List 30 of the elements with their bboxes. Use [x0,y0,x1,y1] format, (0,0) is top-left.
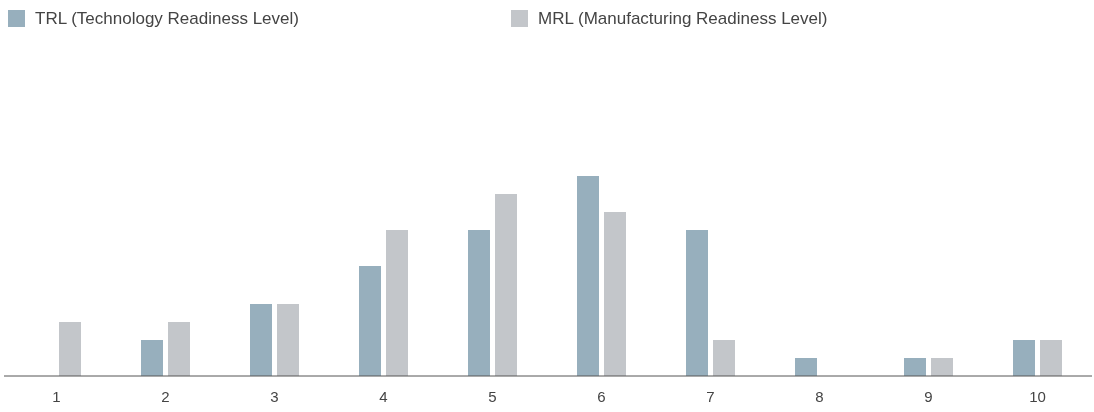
bar [359,266,381,376]
x-tick-label: 9 [924,388,933,405]
x-tick-label: 6 [597,388,606,405]
x-tick-label: 10 [1029,388,1046,405]
bar [931,358,953,376]
legend-label: MRL (Manufacturing Readiness Level) [538,9,828,28]
bar [604,212,626,376]
bar [468,230,490,376]
bar [795,358,817,376]
bar [386,230,408,376]
x-tick-label: 4 [379,388,388,405]
bar [59,322,81,376]
bar [168,322,190,376]
x-tick-label: 1 [52,388,61,405]
x-tick-label: 3 [270,388,279,405]
bar [904,358,926,376]
bar [495,194,517,376]
x-tick-label: 5 [488,388,497,405]
x-tick-label: 7 [706,388,715,405]
x-tick-label: 8 [815,388,824,405]
bar [577,176,599,376]
x-tick-label: 2 [161,388,170,405]
bar [713,340,735,376]
bar [250,304,272,376]
legend-label: TRL (Technology Readiness Level) [35,9,299,28]
bar [686,230,708,376]
bar [1040,340,1062,376]
bar [1013,340,1035,376]
bar [141,340,163,376]
bar [277,304,299,376]
